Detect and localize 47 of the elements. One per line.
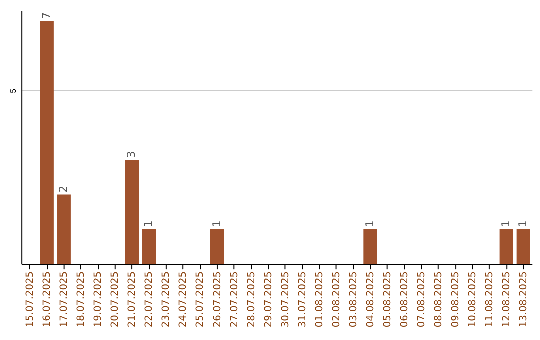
bar	[125, 160, 140, 264]
x-tick-label: 03.08.2025	[348, 272, 360, 328]
x-tick-label: 04.08.2025	[365, 272, 376, 328]
x-tick-label: 21.07.2025	[127, 272, 138, 328]
bar	[210, 229, 224, 264]
data-label: 3	[125, 151, 138, 158]
bar	[142, 229, 156, 264]
x-tick-label: 08.08.2025	[433, 272, 444, 328]
data-label: 2	[57, 186, 70, 193]
bar	[57, 194, 71, 264]
x-tick-label: 31.07.2025	[297, 272, 308, 328]
bar	[40, 21, 54, 264]
x-tick-label: 13.08.2025	[518, 272, 530, 328]
x-tick-label: 07.08.2025	[416, 272, 428, 328]
x-tick-label: 24.07.2025	[178, 272, 190, 328]
data-label: 1	[500, 220, 513, 228]
x-tick-label: 18.07.2025	[76, 272, 88, 328]
data-label: 1	[142, 220, 156, 228]
x-tick-label: 19.07.2025	[93, 272, 104, 328]
x-tick-label: 09.08.2025	[450, 272, 462, 328]
bar	[500, 229, 514, 264]
x-tick-label: 06.08.2025	[399, 272, 410, 328]
x-tick-label: 26.07.2025	[212, 272, 224, 328]
x-tick-label: 20.07.2025	[110, 272, 122, 328]
data-label: 1	[210, 220, 224, 228]
x-tick-label: 22.07.2025	[144, 272, 156, 328]
data-label: 1	[516, 220, 530, 228]
x-tick-label: 16.07.2025	[42, 272, 54, 328]
x-tick-label: 10.08.2025	[468, 272, 479, 328]
x-tick-label: 01.08.2025	[314, 272, 326, 328]
y-tick-label: 5	[9, 88, 18, 94]
bar	[516, 229, 530, 264]
x-tick-label: 27.07.2025	[229, 272, 240, 328]
x-tick-label: 05.08.2025	[382, 272, 394, 328]
x-tick-label: 28.07.2025	[246, 272, 258, 328]
x-tick-label: 12.08.2025	[502, 272, 513, 328]
x-tick-label: 23.07.2025	[161, 272, 172, 328]
x-tick-label: 15.07.2025	[25, 272, 36, 328]
x-tick-label: 17.07.2025	[59, 272, 70, 328]
data-label: 1	[363, 220, 376, 228]
x-tick-label: 02.08.2025	[331, 272, 342, 328]
x-tick-label: 25.07.2025	[195, 272, 206, 328]
x-tick-label: 30.07.2025	[280, 272, 292, 328]
x-tick-label: 11.08.2025	[484, 272, 496, 328]
x-tick-label: 29.07.2025	[263, 272, 274, 328]
bar	[364, 229, 378, 264]
data-label: 7	[40, 12, 54, 20]
